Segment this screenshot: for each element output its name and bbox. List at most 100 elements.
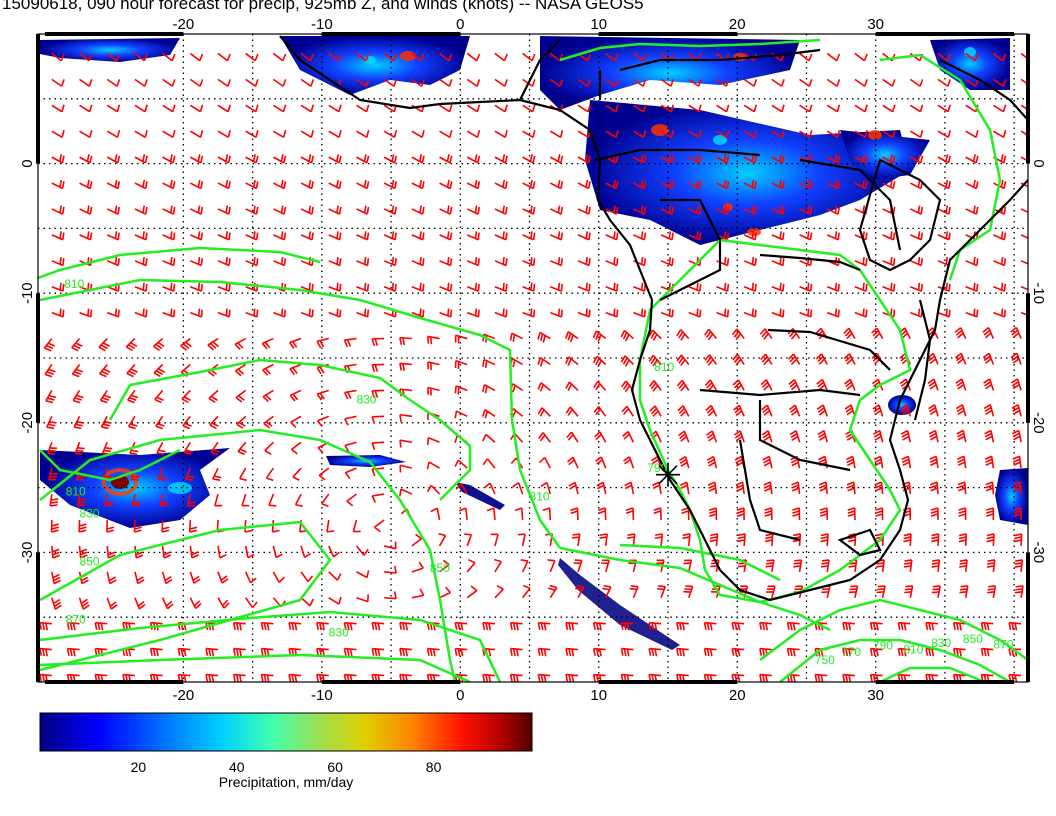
wind-barb — [190, 308, 203, 318]
wind-barb — [300, 282, 314, 292]
wind-barb — [66, 647, 80, 657]
wind-barb — [439, 586, 451, 599]
wind-barb — [411, 588, 425, 599]
wind-barb — [79, 52, 93, 62]
wind-barb — [328, 571, 342, 581]
wind-barb — [217, 256, 231, 267]
wind-barb — [958, 533, 968, 546]
wind-barb — [771, 308, 785, 318]
lat-tick-label-right: -10 — [1030, 282, 1047, 304]
wind-barb — [51, 282, 65, 292]
asterisk-marker-icon — [656, 462, 680, 487]
wind-barb — [688, 205, 702, 215]
wind-barb — [706, 455, 718, 469]
wind-barb — [954, 352, 967, 365]
wind-barb — [620, 329, 634, 342]
wind-barb — [427, 386, 440, 396]
wind-barb — [676, 379, 690, 392]
wind-barb — [956, 429, 967, 443]
contour-label: 790 — [873, 639, 893, 653]
wind-barb — [189, 597, 202, 610]
wind-barb — [74, 441, 85, 455]
wind-barb — [716, 282, 730, 292]
wind-barb — [771, 104, 785, 113]
wind-barb — [633, 256, 647, 267]
wind-barb — [565, 673, 579, 682]
wind-barb — [716, 154, 730, 164]
wind-barb — [882, 78, 896, 87]
wind-barb — [316, 337, 329, 349]
wind-barb — [162, 104, 176, 113]
wind-barb — [205, 673, 219, 682]
wind-barb — [952, 621, 966, 631]
wind-barb — [134, 571, 145, 585]
wind-barb — [300, 597, 314, 607]
wind-barb — [660, 205, 674, 215]
wind-barb — [575, 584, 585, 599]
wind-barb — [599, 533, 609, 547]
wind-barb — [217, 282, 231, 292]
wind-barb — [383, 154, 398, 164]
colorbar-tick-label: 20 — [130, 759, 147, 775]
frame-bar — [36, 34, 40, 164]
wind-barb — [522, 52, 536, 62]
wind-barb — [162, 179, 176, 190]
wind-barb — [106, 571, 117, 585]
wind-barb — [51, 205, 65, 215]
wind-barb — [1011, 378, 1022, 391]
wind-barb — [134, 179, 148, 190]
wind-barb — [633, 179, 647, 190]
wind-barb — [882, 282, 896, 292]
wind-barb — [549, 179, 564, 190]
wind-barb — [510, 457, 524, 469]
lon-tick-label-bottom: 10 — [590, 687, 607, 704]
contour-label: 830 — [80, 506, 100, 520]
wind-barb — [762, 455, 773, 469]
wind-barb — [633, 231, 647, 241]
wind-barb — [743, 104, 758, 113]
wind-barb — [439, 52, 453, 62]
wind-barb — [328, 256, 342, 267]
wind-barb — [273, 179, 287, 190]
wind-barb — [184, 467, 195, 481]
wind-barb — [177, 647, 191, 657]
wind-barb — [466, 179, 481, 190]
wind-barb — [189, 52, 204, 62]
wind-barb — [399, 464, 413, 473]
wind-barb — [239, 467, 247, 482]
wind-barb — [383, 231, 397, 241]
wind-barb — [577, 179, 591, 190]
wind-barb — [965, 179, 979, 190]
wind-barb — [356, 231, 370, 241]
wind-barb — [567, 456, 579, 469]
wind-barb — [688, 308, 702, 318]
wind-barb — [355, 52, 370, 62]
wind-barb — [688, 231, 702, 241]
wind-barb — [577, 154, 591, 164]
wind-barb — [522, 104, 536, 113]
wind-barb — [494, 104, 508, 113]
wind-barb — [577, 282, 591, 292]
wind-barb — [494, 52, 508, 62]
wind-barb — [577, 231, 591, 241]
wind-barb — [633, 308, 647, 318]
wind-barb — [965, 256, 979, 267]
wind-barb — [48, 467, 58, 481]
wind-barb — [565, 331, 579, 343]
wind-barb — [549, 78, 564, 87]
wind-barb — [743, 256, 757, 267]
wind-barb — [704, 379, 718, 392]
wind-barb — [509, 332, 523, 342]
wind-barb — [272, 104, 287, 113]
wind-barb — [605, 231, 619, 241]
wind-barb — [214, 493, 223, 507]
wind-barb — [134, 256, 148, 267]
wind-barb — [676, 647, 689, 657]
wind-barb — [106, 205, 121, 215]
wind-barb — [217, 179, 231, 190]
wind-barb — [842, 673, 855, 682]
wind-barb — [454, 385, 468, 395]
wind-barb — [577, 256, 591, 267]
wind-barb — [352, 519, 361, 533]
wind-barb — [799, 231, 813, 241]
